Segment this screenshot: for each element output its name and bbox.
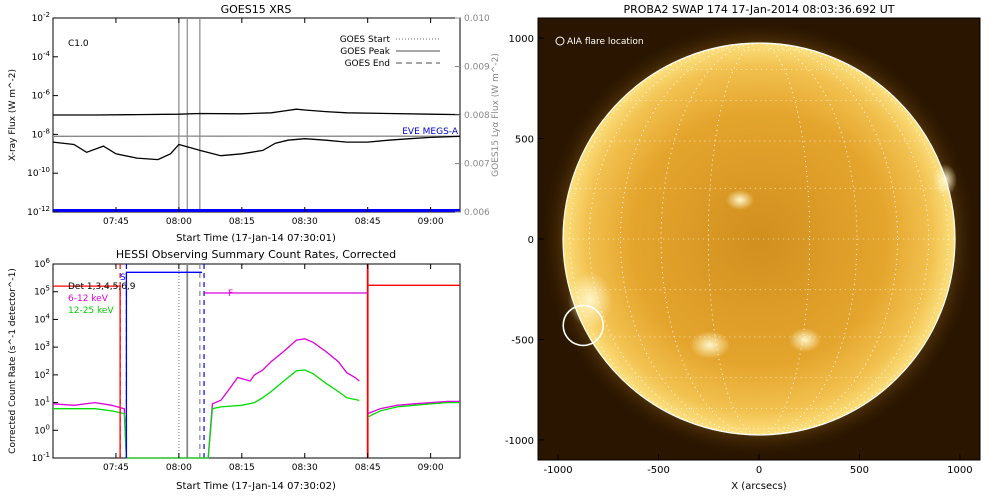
solar-limb	[562, 42, 956, 436]
goes-annotation: C1.0	[68, 39, 89, 49]
hessi-ytick-label-4: 103	[34, 340, 50, 353]
goes-legend-label-end: GOES End	[345, 59, 390, 69]
goes-series-2	[52, 135, 461, 161]
hessi-xtick-label-0: 07:45	[103, 463, 129, 473]
active-regions	[568, 164, 957, 359]
hessi-legend-12-25: 12-25 keV	[68, 306, 114, 316]
swap-ytick-label-1: 500	[515, 135, 534, 146]
hessi-plot-frame	[52, 263, 461, 459]
flare-legend-label: AIA flare location	[567, 37, 644, 47]
hessi-data	[52, 264, 460, 459]
hessi-legend-6-12: 6-12 keV	[68, 294, 109, 304]
swap-xlabel: X (arcsecs)	[731, 481, 787, 492]
flare-legend-circle	[555, 36, 565, 46]
hessi-legend-det: Det 1,3,4,5,6,9	[68, 282, 136, 292]
swap-xtick-label-3: 500	[850, 465, 869, 476]
hessi-ytick-label-5: 104	[34, 312, 50, 325]
goes-xtick-label-4: 08:45	[355, 217, 381, 227]
grid-longitude-line	[660, 42, 858, 436]
active-region-south	[690, 331, 730, 359]
swap-axes: -1000 -500 0 500 1000 1000 500 0 -500 -1000	[505, 34, 973, 476]
goes-right-tick-label-2: 0.008	[464, 111, 490, 121]
goes-data	[52, 18, 461, 212]
hessi-series-6	[125, 271, 202, 458]
goes-xtick-label-2: 08:15	[229, 217, 255, 227]
hessi-series-5	[367, 284, 460, 458]
goes-ylabel: X-ray Flux (W m^-2)	[8, 69, 18, 161]
hessi-ytick-label-7: 106	[34, 257, 50, 270]
hessi-series-2	[367, 401, 460, 418]
swap-panel: PROBA2 SWAP 174 17-Jan-2014 08:03:36.692…	[505, 3, 981, 492]
goes-ytick-label-1: 10-10	[27, 166, 50, 179]
active-region-southeast	[789, 328, 821, 352]
goes-legend-label-peak: GOES Peak	[340, 47, 390, 57]
hessi-series-4	[53, 285, 121, 458]
goes-ytick-label-0: 10-12	[27, 205, 50, 218]
goes-right-tick-label-4: 0.010	[464, 14, 490, 24]
goes-xtick-label-5: 09:00	[418, 217, 444, 227]
goes-ylabel-right: GOES15 Lyα Flux (W m^-2)	[491, 53, 501, 177]
hessi-xtick-label-3: 08:30	[292, 463, 318, 473]
goes-eve-label: EVE MEGS-A	[402, 127, 459, 137]
goes-legend: GOES Start GOES Peak GOES End	[340, 35, 440, 69]
goes-ytick-label-2: 10-8	[32, 127, 50, 140]
goes-ytick-label-4: 10-4	[32, 50, 51, 63]
hessi-xtick-label-1: 08:00	[166, 463, 192, 473]
swap-xtick-label-0: -1000	[544, 465, 573, 476]
goes-right-tick-label-0: 0.006	[464, 208, 490, 218]
hessi-ytick-label-6: 105	[34, 285, 50, 298]
hessi-xtick-label-5: 09:00	[418, 463, 444, 473]
hessi-ylabel: Corrected Count Rate (s^-1 detector^-1)	[8, 268, 18, 454]
goes-right-tick-label-3: 0.009	[464, 63, 490, 73]
hessi-flag-s: S	[120, 273, 126, 283]
goes-axes: 07:45 08:00 08:15 08:30 08:45 09:00 10-12 10-10…	[27, 11, 490, 227]
hessi-xtick-label-2: 08:15	[229, 463, 255, 473]
goes-xtick-label-3: 08:30	[292, 217, 318, 227]
hessi-ytick-label-1: 100	[34, 423, 50, 436]
hessi-flag-f: F	[228, 289, 233, 299]
hessi-ytick-label-3: 102	[34, 368, 50, 381]
goes-ytick-label-3: 10-6	[32, 89, 51, 102]
swap-ytick-label-0: 1000	[509, 34, 534, 45]
swap-title: PROBA2 SWAP 174 17-Jan-2014 08:03:36.692…	[623, 3, 894, 16]
hessi-xlabel: Start Time (17-Jan-14 07:30:02)	[176, 481, 336, 492]
swap-xtick-label-4: 1000	[947, 465, 972, 476]
swap-ytick-label-4: -1000	[505, 436, 534, 447]
hessi-series-3	[367, 400, 460, 415]
hessi-title: HESSI Observing Summary Count Rates, Cor…	[116, 248, 396, 261]
goes-title: GOES15 XRS	[221, 3, 292, 16]
goes-panel: GOES15 XRS 07:45 08:00 08:15 08:30 08:45 09:0…	[8, 3, 501, 244]
hessi-ytick-label-0: 10-1	[32, 451, 50, 464]
active-region-limb-west	[933, 164, 957, 196]
hessi-legend: Det 1,3,4,5,6,9 6-12 keV 12-25 keV	[68, 282, 136, 316]
goes-xtick-label-0: 07:45	[103, 217, 129, 227]
swap-xtick-label-1: -500	[647, 465, 670, 476]
goes-xlabel: Start Time (17-Jan-14 07:30:01)	[176, 233, 336, 244]
active-region-center	[726, 190, 754, 210]
hessi-series-1	[53, 369, 360, 459]
active-region-east	[568, 272, 612, 328]
goes-right-tick-label-1: 0.007	[464, 160, 490, 170]
hessi-axes: 07:45 08:00 08:15 08:30 08:45 09:00 10-1 100 101…	[32, 257, 444, 473]
hessi-ytick-label-2: 101	[34, 396, 50, 409]
grid-longitude-line	[588, 42, 930, 436]
goes-legend-label-start: GOES Start	[340, 35, 391, 45]
hessi-panel: HESSI Observing Summary Count Rates, Cor…	[8, 248, 461, 492]
swap-ytick-label-3: -500	[511, 335, 534, 346]
hessi-xtick-label-4: 08:45	[355, 463, 381, 473]
hessi-series-0	[52, 338, 360, 459]
swap-ytick-label-2: 0	[528, 235, 534, 246]
grid-longitude-line	[620, 42, 898, 436]
goes-series-0	[53, 108, 461, 116]
swap-xtick-label-2: 0	[756, 465, 762, 476]
goes-xtick-label-1: 08:00	[166, 217, 192, 227]
flare-location-circle	[562, 304, 605, 347]
swap-image: AIA flare location	[538, 18, 980, 460]
goes-ytick-label-5: 10-2	[32, 11, 50, 24]
